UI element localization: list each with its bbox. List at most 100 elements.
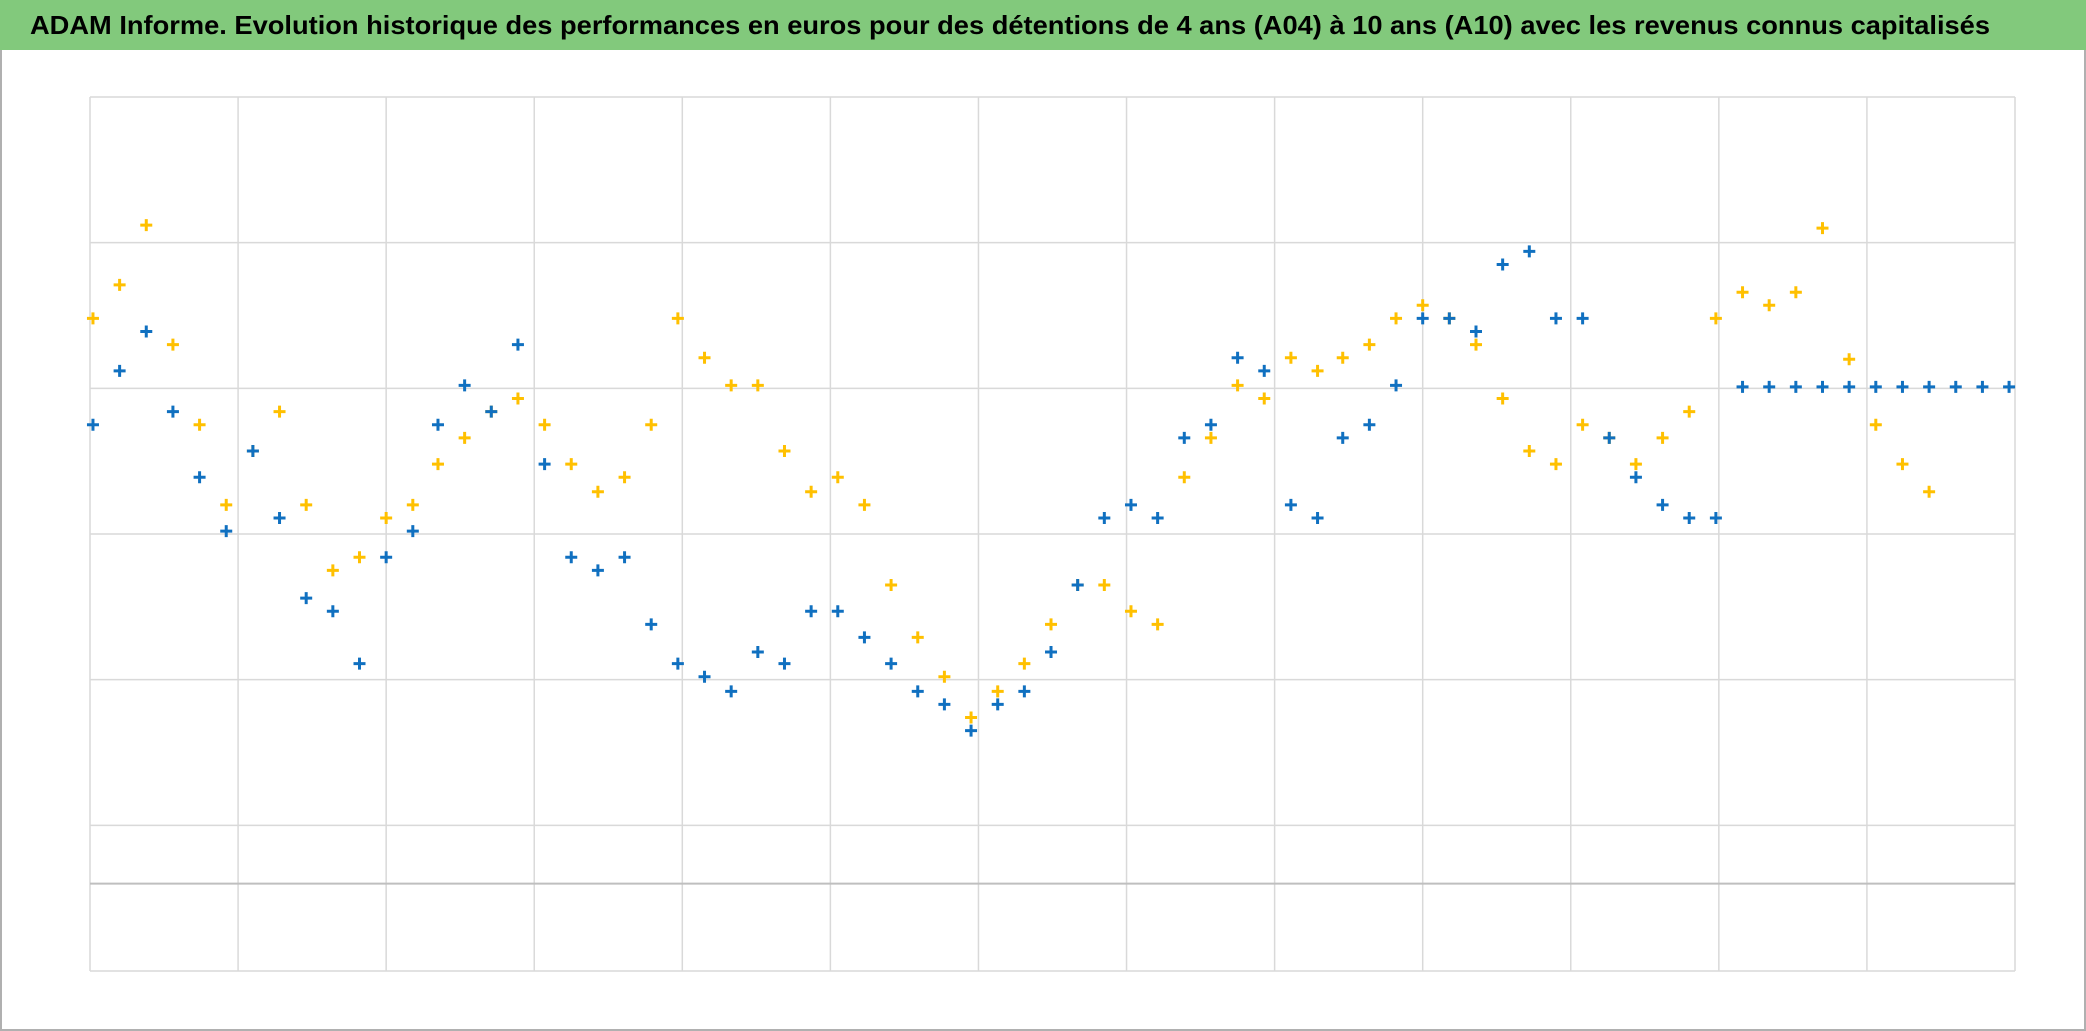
data-point — [1549, 458, 1562, 471]
data-point — [113, 364, 126, 377]
data-point — [1709, 511, 1722, 524]
data-point — [618, 471, 631, 484]
data-point — [458, 379, 471, 392]
data-point — [1231, 351, 1244, 364]
data-point — [353, 551, 366, 564]
data-point — [1151, 511, 1164, 524]
data-point — [1470, 338, 1482, 351]
data-point — [1231, 379, 1244, 392]
data-point — [1763, 299, 1776, 312]
data-point — [193, 418, 206, 431]
data-point — [1523, 444, 1536, 457]
data-point — [1736, 286, 1749, 299]
data-point — [300, 592, 313, 605]
data-point — [1709, 312, 1722, 325]
data-point — [1789, 286, 1802, 299]
data-point — [885, 657, 898, 670]
data-point — [1549, 312, 1562, 325]
data-point — [1470, 325, 1482, 338]
data-point — [538, 458, 551, 471]
data-point — [698, 351, 711, 364]
data-point — [858, 631, 871, 644]
data-point — [591, 564, 604, 577]
data-point — [326, 564, 339, 577]
data-point — [300, 498, 313, 511]
data-point — [938, 670, 951, 683]
data-point — [485, 405, 498, 418]
data-point — [220, 525, 233, 538]
data-point — [193, 471, 206, 484]
data-point — [1976, 380, 1989, 393]
data-point — [380, 551, 393, 564]
data-point — [1496, 392, 1509, 405]
data-point — [565, 458, 578, 471]
data-point — [1363, 338, 1376, 351]
data-point — [1683, 511, 1696, 524]
data-point — [1576, 418, 1589, 431]
data-point — [1284, 498, 1297, 511]
data-point — [1258, 364, 1271, 377]
data-point — [1629, 471, 1642, 484]
data-point — [1816, 380, 1829, 393]
data-point — [645, 618, 658, 631]
data-point — [1018, 685, 1031, 698]
data-point — [831, 471, 844, 484]
data-point — [751, 379, 764, 392]
data-point — [1949, 380, 1962, 393]
data-point — [1336, 431, 1349, 444]
data-point — [938, 698, 951, 711]
data-point — [431, 458, 444, 471]
data-point — [1923, 380, 1936, 393]
data-point — [353, 657, 366, 670]
data-point — [140, 219, 153, 232]
data-point — [1656, 498, 1669, 511]
data-point — [591, 485, 604, 498]
data-point — [1869, 418, 1882, 431]
data-point — [511, 392, 524, 405]
title-bar — [0, 0, 2086, 50]
data-point — [1789, 380, 1802, 393]
data-point — [725, 685, 738, 698]
data-point — [911, 631, 924, 644]
data-point — [1736, 380, 1749, 393]
data-point — [1443, 312, 1456, 325]
data-point — [166, 338, 179, 351]
data-point — [1258, 392, 1271, 405]
data-point — [1683, 405, 1696, 418]
data-point — [140, 325, 153, 338]
data-point — [805, 485, 818, 498]
data-point — [431, 418, 444, 431]
data-point — [725, 379, 738, 392]
data-point — [273, 511, 286, 524]
data-point — [86, 312, 99, 325]
data-point — [911, 685, 924, 698]
data-point — [885, 578, 898, 591]
data-point — [1071, 578, 1084, 591]
data-point — [246, 444, 259, 457]
data-point — [991, 685, 1004, 698]
data-point — [220, 498, 233, 511]
chart-title: ADAM Informe. Evolution historique des p… — [30, 10, 1990, 40]
data-point — [538, 418, 551, 431]
data-point — [831, 605, 844, 618]
data-point — [751, 645, 764, 658]
data-point — [1204, 431, 1217, 444]
data-point — [671, 657, 684, 670]
data-point — [1178, 471, 1191, 484]
data-point — [1843, 353, 1856, 366]
data-point — [1204, 418, 1217, 431]
data-point — [1018, 657, 1031, 670]
data-point — [511, 338, 524, 351]
data-point — [778, 657, 791, 670]
data-point — [1656, 431, 1669, 444]
data-point — [1151, 618, 1164, 631]
data-point — [1124, 605, 1137, 618]
data-point — [1390, 312, 1403, 325]
data-point — [1363, 418, 1376, 431]
data-point — [778, 444, 791, 457]
data-point — [166, 405, 179, 418]
data-point — [1416, 312, 1429, 325]
